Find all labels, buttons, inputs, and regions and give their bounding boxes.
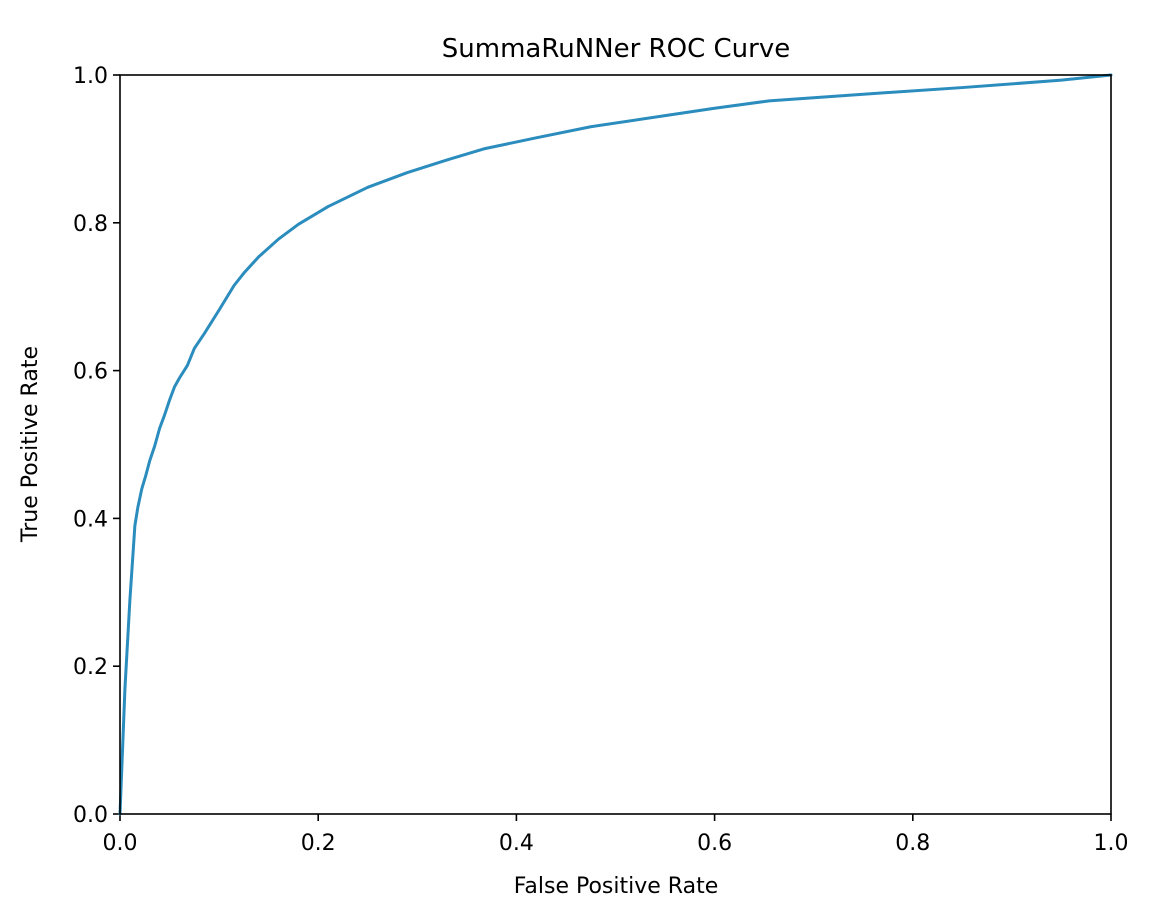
axes-frame <box>119 74 1112 815</box>
y-tick-label: 0.8 <box>73 212 108 237</box>
x-axis-label: False Positive Rate <box>514 874 718 899</box>
y-tick-label: 0.4 <box>73 507 108 532</box>
x-tick-label: 0.2 <box>301 831 336 856</box>
x-tick-label: 0.6 <box>697 831 732 856</box>
x-tick-label: 0.4 <box>499 831 534 856</box>
chart-title: SummaRuNNer ROC Curve <box>442 34 790 64</box>
x-tick-label: 1.0 <box>1094 831 1129 856</box>
y-axis-ticks: 0.0 0.2 0.4 0.6 0.8 1.0 <box>73 64 120 828</box>
y-tick-label: 0.6 <box>73 360 108 385</box>
x-axis-ticks: 0.0 0.2 0.4 0.6 0.8 1.0 <box>103 814 1129 856</box>
y-tick-label: 0.0 <box>73 803 108 828</box>
y-axis-label: True Positive Rate <box>18 346 43 543</box>
x-tick-label: 0.8 <box>895 831 930 856</box>
y-tick-label: 0.2 <box>73 655 108 680</box>
series-line-roc <box>118 73 1113 816</box>
y-tick-label: 1.0 <box>73 64 108 89</box>
x-tick-label: 0.0 <box>103 831 138 856</box>
